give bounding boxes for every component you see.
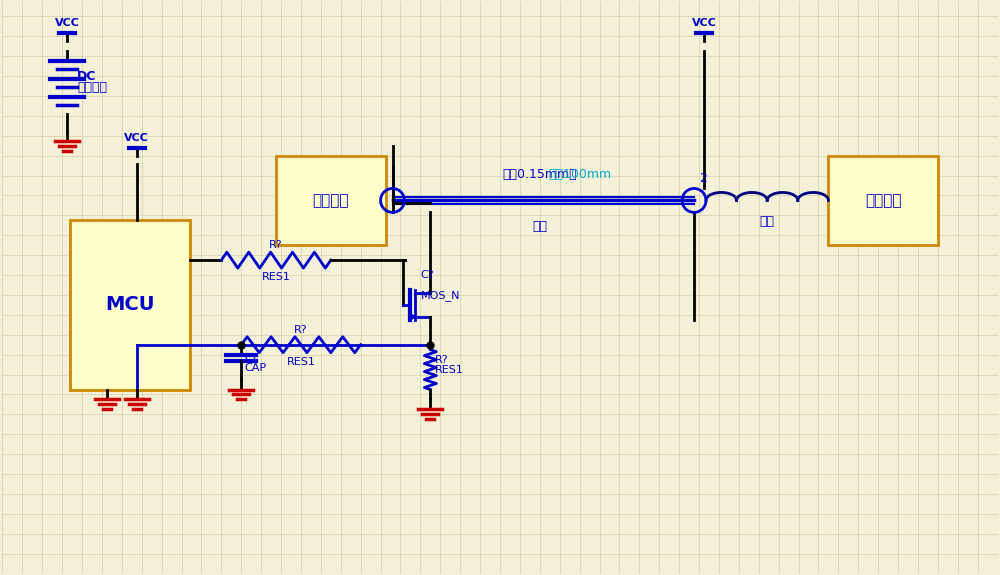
Text: 钛丝: 钛丝 [532, 220, 547, 233]
Text: MCU: MCU [105, 296, 155, 315]
Text: 2: 2 [699, 172, 707, 186]
Text: MOS_N: MOS_N [420, 290, 460, 301]
Text: VCC: VCC [124, 133, 149, 143]
Text: 供电系统: 供电系统 [77, 82, 107, 94]
Text: 弹簧: 弹簧 [760, 216, 775, 228]
Text: RES1: RES1 [262, 272, 291, 282]
Text: R?: R? [435, 355, 449, 365]
Text: C?: C? [244, 352, 258, 363]
FancyBboxPatch shape [828, 156, 938, 245]
Text: 固定装置: 固定装置 [313, 193, 349, 208]
Text: 直径0.15mm，: 直径0.15mm， [502, 167, 577, 181]
Text: C?: C? [420, 270, 434, 280]
Text: RES1: RES1 [435, 365, 464, 375]
Text: DC: DC [77, 70, 96, 83]
FancyBboxPatch shape [70, 220, 190, 389]
FancyBboxPatch shape [276, 156, 386, 245]
Text: CAP: CAP [244, 363, 266, 373]
Text: R?: R? [269, 240, 283, 250]
Text: 固定装置: 固定装置 [865, 193, 901, 208]
Text: VCC: VCC [692, 18, 716, 28]
Text: RES1: RES1 [287, 356, 315, 367]
Text: VCC: VCC [55, 18, 80, 28]
Text: R?: R? [294, 325, 308, 335]
Text: 长度100mm: 长度100mm [548, 167, 611, 181]
